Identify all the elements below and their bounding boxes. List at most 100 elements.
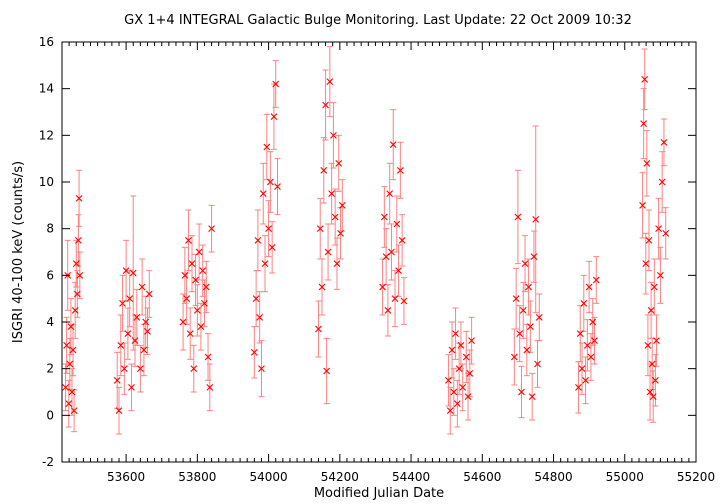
data-point	[650, 283, 658, 291]
data-point	[391, 295, 399, 303]
y-tick-label: 4	[46, 315, 54, 329]
data-point	[455, 365, 463, 373]
data-point	[521, 260, 529, 268]
data-point	[204, 353, 212, 361]
data-point	[582, 376, 589, 384]
data-point	[589, 318, 597, 326]
y-tick-label: 12	[39, 128, 54, 142]
data-point	[644, 341, 652, 349]
data-point	[124, 330, 132, 338]
data-point	[122, 267, 130, 275]
data-point	[400, 297, 408, 305]
x-tick-label: 54400	[392, 470, 430, 484]
data-point	[453, 400, 461, 408]
data-point	[330, 131, 337, 139]
data-point	[75, 194, 83, 202]
data-point	[258, 365, 265, 373]
data-point	[68, 388, 76, 396]
data-point	[322, 101, 329, 109]
data-point	[514, 213, 522, 221]
data-point	[580, 299, 588, 307]
data-point	[639, 201, 646, 209]
x-tick-label: 54800	[534, 470, 572, 484]
data-point	[65, 400, 73, 408]
data-point	[519, 306, 527, 314]
data-point	[331, 213, 339, 221]
data-point	[128, 383, 135, 391]
data-point	[466, 369, 474, 377]
y-tick-label: 0	[46, 408, 54, 422]
data-point	[120, 365, 128, 373]
plot-frame	[61, 41, 697, 463]
data-point	[73, 290, 81, 298]
data-point	[274, 183, 281, 191]
data-point	[117, 341, 125, 349]
data-point	[333, 260, 341, 268]
y-axis-title: ISGRI 40-100 keV (counts/s)	[11, 161, 26, 343]
data-point	[640, 120, 648, 128]
data-point	[512, 295, 520, 303]
data-point	[398, 236, 406, 244]
data-point	[516, 330, 524, 338]
x-tick-label: 54000	[249, 470, 287, 484]
data-point	[535, 313, 543, 321]
data-point	[144, 327, 151, 335]
data-point	[133, 313, 141, 321]
data-point	[576, 330, 584, 338]
data-point	[446, 407, 454, 415]
data-point	[448, 346, 456, 354]
data-point	[72, 260, 80, 268]
data-point	[119, 299, 126, 307]
data-point	[532, 215, 540, 223]
data-point	[69, 346, 77, 354]
data-point	[395, 267, 402, 275]
x-tick-label: 54200	[321, 470, 359, 484]
data-point	[457, 341, 465, 349]
data-point	[523, 346, 531, 354]
data-point	[316, 225, 324, 233]
data-point	[315, 325, 322, 333]
data-point	[528, 393, 536, 401]
data-point	[201, 299, 208, 307]
y-axis: -2 0 2 4 6 8 10 12 14 16	[39, 35, 696, 469]
y-tick-label: 14	[39, 82, 54, 96]
data-point	[384, 306, 392, 314]
data-point	[585, 283, 593, 291]
y-tick-label: 16	[39, 35, 54, 49]
data-point	[142, 318, 150, 326]
data-point	[259, 190, 267, 198]
data-point	[379, 283, 386, 291]
data-point	[647, 306, 655, 314]
data-point	[63, 341, 71, 349]
data-point	[323, 367, 331, 375]
data-point	[382, 253, 390, 261]
data-point	[335, 159, 343, 167]
data-point	[662, 229, 670, 237]
data-point	[645, 236, 653, 244]
data-point	[256, 313, 264, 321]
x-axis-title: Modified Julian Date	[314, 486, 444, 501]
data-point	[190, 365, 198, 373]
data-point	[328, 190, 336, 198]
data-point	[464, 393, 472, 401]
data-point	[136, 365, 144, 373]
data-point	[526, 323, 534, 331]
data-point	[459, 383, 467, 391]
data-point	[145, 290, 153, 298]
data-point	[445, 376, 452, 384]
data-point	[642, 260, 650, 268]
data-point	[518, 388, 525, 396]
data-point	[138, 283, 146, 291]
data-point	[649, 393, 657, 401]
data-point	[450, 388, 458, 396]
data-point	[193, 306, 201, 314]
data-point	[66, 360, 74, 368]
data-point	[534, 360, 541, 368]
data-point	[129, 269, 137, 277]
y-tick-label: -2	[42, 455, 54, 469]
data-point	[208, 225, 215, 233]
data-point	[643, 159, 651, 167]
data-point	[656, 271, 664, 279]
y-tick-label: 2	[46, 362, 54, 376]
